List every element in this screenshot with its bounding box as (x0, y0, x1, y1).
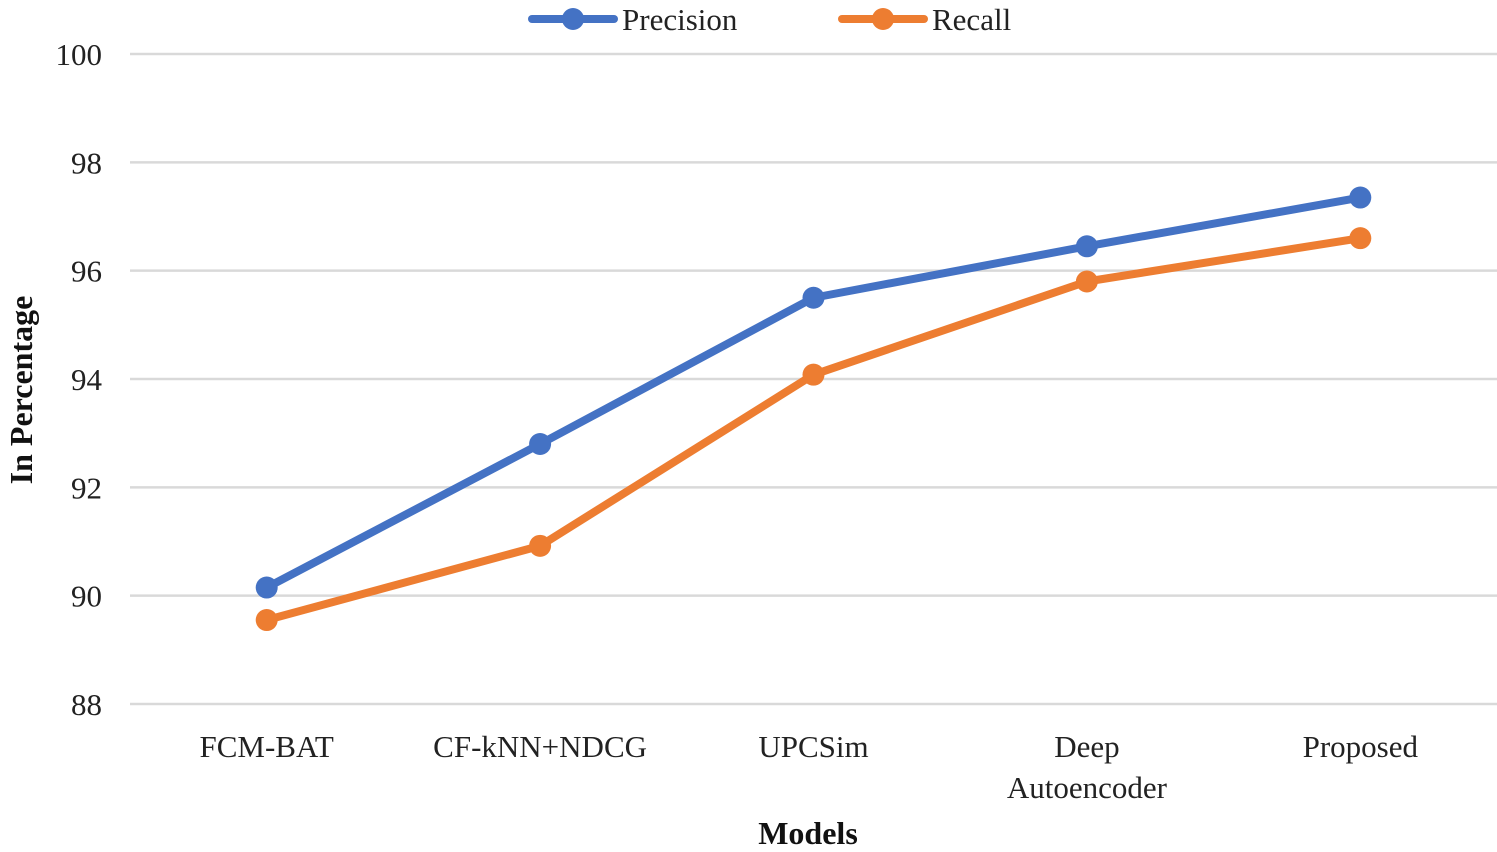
y-tick-label: 96 (71, 254, 102, 289)
y-tick-label: 98 (71, 145, 102, 180)
data-point (255, 576, 278, 599)
x-tick-label: FCM-BAT (200, 729, 334, 764)
data-point (802, 286, 825, 309)
legend-label: Precision (622, 2, 738, 37)
x-tick-label: Deep Autoencoder (1007, 729, 1168, 805)
x-tick-label: CF-kNN+NDCG (433, 729, 647, 764)
data-point (529, 534, 552, 557)
y-tick-label: 92 (71, 470, 102, 505)
series-line (262, 193, 1365, 592)
legend: Precision Recall (528, 2, 1011, 37)
x-axis-title: Models (758, 815, 858, 851)
data-point (255, 609, 278, 632)
legend-item-recall: Recall (838, 2, 1011, 37)
data-point (1075, 270, 1098, 293)
data-point (1349, 186, 1372, 209)
data-point (529, 433, 552, 455)
series-recall (255, 227, 1372, 632)
x-tick-label-line: FCM-BAT (200, 729, 334, 764)
y-axis-ticks: 88 90 92 94 96 98 100 (56, 37, 103, 722)
legend-label: Recall (932, 2, 1011, 37)
x-tick-label-line: Autoencoder (1007, 770, 1168, 805)
x-tick-label-line: UPCSim (758, 729, 868, 764)
x-tick-label-line: CF-kNN+NDCG (433, 729, 647, 764)
x-tick-label: UPCSim (758, 729, 868, 764)
data-point (1075, 235, 1098, 258)
y-tick-label: 90 (71, 579, 102, 614)
x-tick-label: Proposed (1303, 729, 1419, 764)
y-tick-label: 100 (56, 37, 103, 72)
y-axis-title: In Percentage (3, 296, 39, 485)
x-tick-label-line: Deep (1054, 729, 1119, 764)
legend-marker (872, 8, 894, 30)
legend-item-precision: Precision (528, 2, 738, 37)
x-tick-label-line: Proposed (1303, 729, 1419, 764)
x-axis-ticks: FCM-BAT CF-kNN+NDCG UPCSim Deep Autoencoder P… (200, 729, 1419, 805)
series-precision (255, 186, 1372, 599)
y-tick-label: 88 (71, 687, 102, 722)
data-point (802, 363, 825, 386)
series (255, 186, 1372, 632)
data-point (1349, 227, 1372, 250)
y-tick-label: 94 (71, 362, 103, 397)
legend-marker (562, 8, 584, 30)
